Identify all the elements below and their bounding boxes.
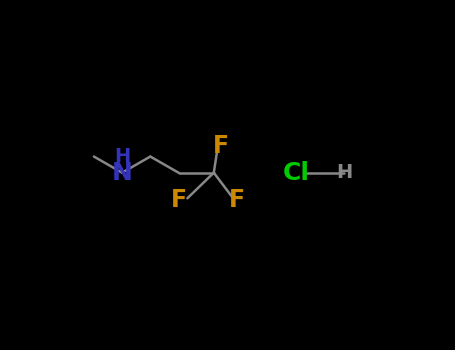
- Text: N: N: [111, 161, 132, 185]
- Text: F: F: [229, 188, 245, 212]
- Text: H: H: [336, 163, 352, 182]
- Text: F: F: [213, 134, 229, 158]
- Text: Cl: Cl: [283, 161, 310, 185]
- Text: H: H: [114, 147, 130, 166]
- Text: F: F: [171, 188, 187, 212]
